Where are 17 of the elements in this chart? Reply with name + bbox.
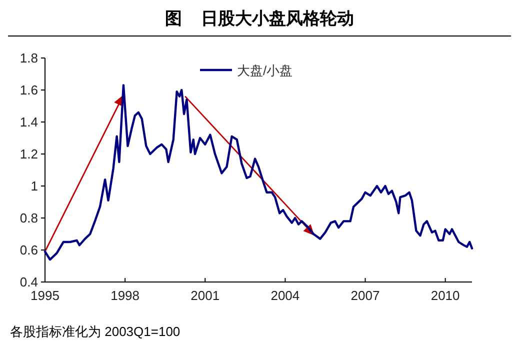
x-tick-label: 1995 (30, 288, 60, 303)
y-tick-label: 1.2 (20, 146, 38, 162)
x-tick-label: 2010 (430, 288, 460, 303)
x-tick-label: 2007 (350, 288, 380, 303)
x-tick-label: 1998 (110, 288, 140, 303)
text: 各股指标准化为 2003Q1=100 (10, 324, 180, 339)
x-tick-label: 2004 (270, 288, 300, 303)
y-tick-label: 1.8 (20, 50, 38, 66)
y-tick-label: 0.8 (20, 210, 38, 226)
y-tick-label: 1 (30, 178, 38, 194)
legend-label: 大盘/小盘 (237, 63, 293, 78)
x-tick-label: 2001 (190, 288, 220, 303)
y-tick-label: 0.6 (20, 242, 38, 258)
y-tick-label: 1.4 (20, 114, 38, 130)
chart-title: 图 日股大小盘风格轮动 (165, 9, 354, 28)
y-tick-label: 1.6 (20, 82, 38, 98)
y-tick-label: 0.4 (20, 274, 38, 290)
